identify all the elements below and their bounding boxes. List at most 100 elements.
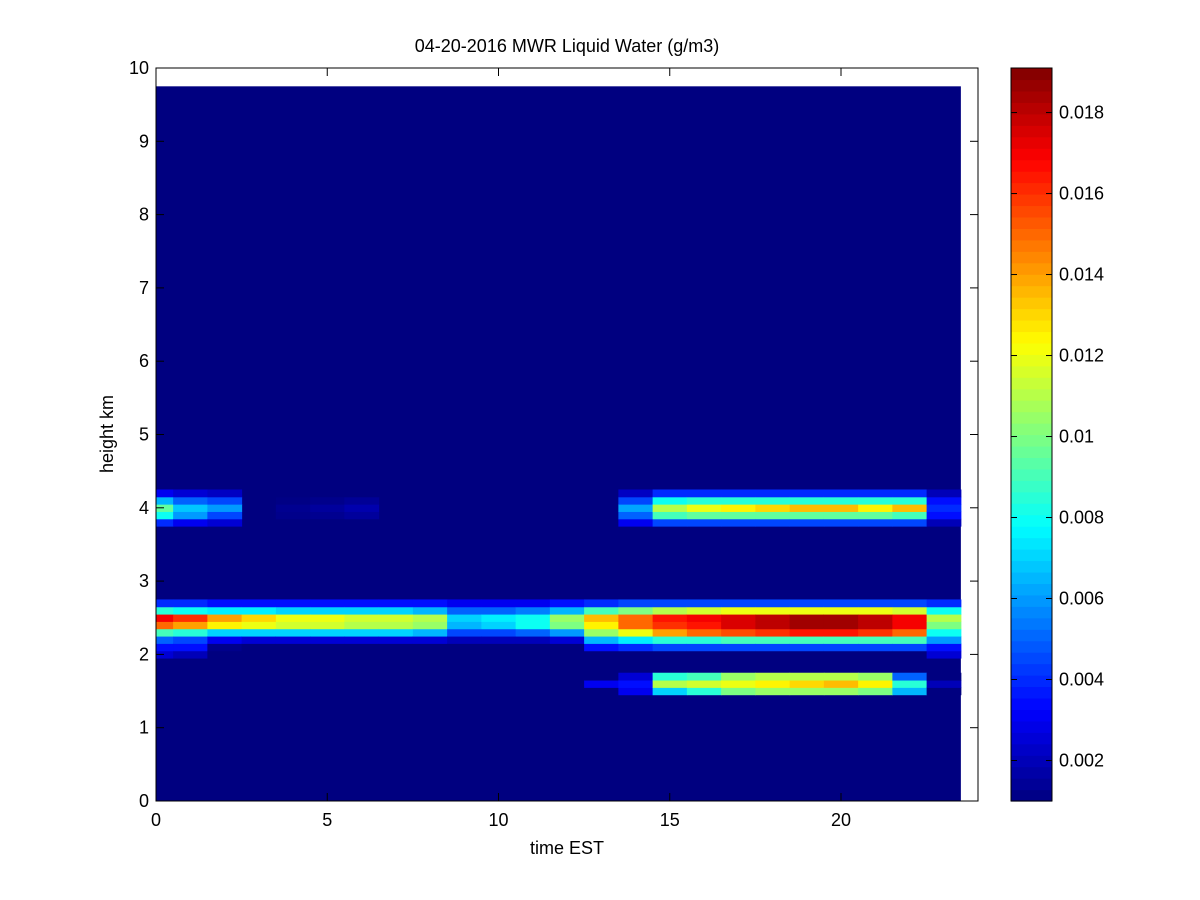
heatmap-cell <box>926 518 962 527</box>
colorbar-segment <box>1011 308 1052 321</box>
heatmap-cell <box>892 621 928 630</box>
heatmap-cell <box>789 643 825 652</box>
heatmap-cell <box>447 636 482 644</box>
heatmap-cell <box>173 636 208 644</box>
colorbar-segment <box>1011 377 1052 390</box>
heatmap-cell <box>207 496 243 505</box>
heatmap-cell <box>652 643 688 652</box>
colorbar-segment <box>1011 675 1052 688</box>
colorbar-segment <box>1011 79 1052 92</box>
colorbar-segment <box>1011 434 1052 447</box>
heatmap-cell <box>173 599 208 608</box>
heatmap-cell <box>721 511 756 520</box>
heatmap-cell <box>721 621 756 630</box>
heatmap-cell <box>584 643 619 652</box>
colorbar-segment <box>1011 274 1052 287</box>
heatmap-cell <box>721 606 756 615</box>
colorbar-segment <box>1011 285 1052 298</box>
colorbar-segment <box>1011 766 1052 779</box>
heatmap-cell <box>755 628 791 637</box>
colorbar-segment <box>1011 423 1052 436</box>
heatmap-cell <box>858 680 893 688</box>
heatmap-cell <box>241 628 277 637</box>
heatmap-cell <box>652 650 688 659</box>
x-axis-ticks: 0 5 10 15 20 <box>151 68 851 830</box>
heatmap-cell <box>686 504 722 512</box>
x-tick-label: 5 <box>322 810 332 830</box>
heatmap-cell <box>858 599 893 608</box>
heatmap-cell <box>310 496 345 505</box>
chart-title: 04-20-2016 MWR Liquid Water (g/m3) <box>415 36 719 56</box>
heatmap-cell <box>310 636 345 644</box>
heatmap-cell <box>207 599 243 608</box>
heatmap-cell <box>156 650 174 659</box>
heatmap-cell <box>275 518 311 527</box>
heatmap-cell <box>549 643 585 652</box>
colorbar-segment <box>1011 663 1052 676</box>
heatmap-cell <box>549 606 585 615</box>
colorbar-segment <box>1011 171 1052 184</box>
heatmap-cell <box>721 489 756 498</box>
y-tick-label: 4 <box>139 498 149 518</box>
heatmap-cell <box>275 496 311 505</box>
heatmap-cell <box>447 643 482 652</box>
heatmap-cell <box>686 614 722 622</box>
heatmap-cell <box>378 599 414 608</box>
heatmap-cell <box>652 672 688 681</box>
colorbar-segment <box>1011 709 1052 722</box>
heatmap-cell <box>618 496 654 505</box>
heatmap-cell <box>789 628 825 637</box>
heatmap-cell <box>652 687 688 696</box>
heatmap-cell <box>618 650 654 659</box>
heatmap-cell <box>310 518 345 527</box>
heatmap-cell <box>207 518 243 527</box>
heatmap-cell <box>755 496 791 505</box>
heatmap-cell <box>789 687 825 696</box>
heatmap-cell <box>275 599 311 608</box>
heatmap-cell <box>515 650 551 659</box>
heatmap-cell <box>378 628 414 637</box>
heatmap-cell <box>823 489 859 498</box>
heatmap-cell <box>275 643 311 652</box>
heatmap-cell <box>344 628 380 637</box>
heatmap-cell <box>652 614 688 622</box>
heatmap-cell <box>755 518 791 527</box>
heatmap-cell <box>892 687 928 696</box>
heatmap-cell <box>892 680 928 688</box>
y-tick-label: 8 <box>139 205 149 225</box>
colorbar-segment <box>1011 606 1052 619</box>
heatmap-cell <box>156 496 174 505</box>
heatmap-cells <box>156 86 962 801</box>
heatmap-cell <box>858 672 893 681</box>
heatmap-cell <box>823 636 859 644</box>
heatmap-cell <box>721 680 756 688</box>
heatmap-cell <box>892 606 928 615</box>
heatmap-cell <box>618 621 654 630</box>
colorbar-segment <box>1011 228 1052 241</box>
heatmap-cell <box>275 504 311 512</box>
heatmap-cell <box>344 599 380 608</box>
heatmap-cell <box>926 680 962 688</box>
heatmap-cell <box>686 643 722 652</box>
heatmap-cell <box>584 621 619 630</box>
heatmap-cell <box>447 599 482 608</box>
heatmap-cell <box>823 599 859 608</box>
heatmap-cell <box>412 643 448 652</box>
heatmap-cell <box>310 504 345 512</box>
y-tick-label: 7 <box>139 278 149 298</box>
colorbar-segment <box>1011 148 1052 161</box>
heatmap-cell <box>823 606 859 615</box>
heatmap-cell <box>686 672 722 681</box>
heatmap-cell <box>275 511 311 520</box>
heatmap-cell <box>378 614 414 622</box>
heatmap-cell <box>481 614 517 622</box>
heatmap-cell <box>549 650 585 659</box>
heatmap-cell <box>549 621 585 630</box>
colorbar-segment <box>1011 331 1052 344</box>
colorbar-tick-label: 0.002 <box>1059 751 1104 771</box>
y-tick-label: 2 <box>139 644 149 664</box>
heatmap-cell <box>344 621 380 630</box>
heatmap-cell <box>584 628 619 637</box>
heatmap-cell <box>823 650 859 659</box>
heatmap-cell <box>789 606 825 615</box>
